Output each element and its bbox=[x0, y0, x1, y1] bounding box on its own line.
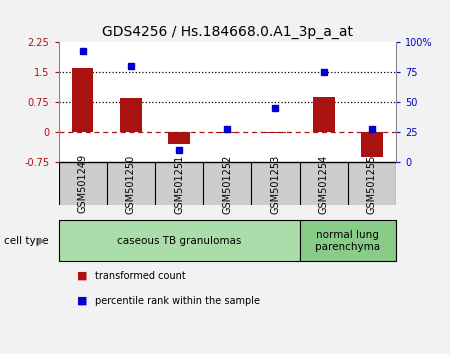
Bar bbox=[58, 220, 300, 261]
Text: GSM501251: GSM501251 bbox=[174, 154, 184, 213]
Text: GSM501250: GSM501250 bbox=[126, 154, 136, 213]
Text: ■: ■ bbox=[76, 271, 87, 281]
Text: GSM501255: GSM501255 bbox=[367, 154, 377, 213]
Text: GSM501253: GSM501253 bbox=[270, 154, 280, 213]
Text: cell type: cell type bbox=[4, 236, 49, 246]
Text: ■: ■ bbox=[76, 296, 87, 306]
Text: transformed count: transformed count bbox=[94, 271, 185, 281]
Title: GDS4256 / Hs.184668.0.A1_3p_a_at: GDS4256 / Hs.184668.0.A1_3p_a_at bbox=[102, 25, 353, 39]
Text: GSM501252: GSM501252 bbox=[222, 154, 232, 213]
Text: ▶: ▶ bbox=[38, 236, 46, 246]
Bar bbox=[361, 132, 383, 157]
Bar bbox=[216, 132, 238, 133]
Bar bbox=[265, 132, 286, 133]
Text: GSM501249: GSM501249 bbox=[77, 154, 88, 213]
Text: normal lung
parenchyma: normal lung parenchyma bbox=[315, 230, 380, 252]
Bar bbox=[300, 220, 396, 261]
Text: GSM501254: GSM501254 bbox=[319, 154, 328, 213]
Bar bbox=[168, 132, 190, 144]
Text: percentile rank within the sample: percentile rank within the sample bbox=[94, 296, 260, 306]
Bar bbox=[120, 98, 142, 132]
Bar bbox=[313, 97, 334, 132]
Text: caseous TB granulomas: caseous TB granulomas bbox=[117, 236, 241, 246]
Bar bbox=[72, 68, 94, 132]
